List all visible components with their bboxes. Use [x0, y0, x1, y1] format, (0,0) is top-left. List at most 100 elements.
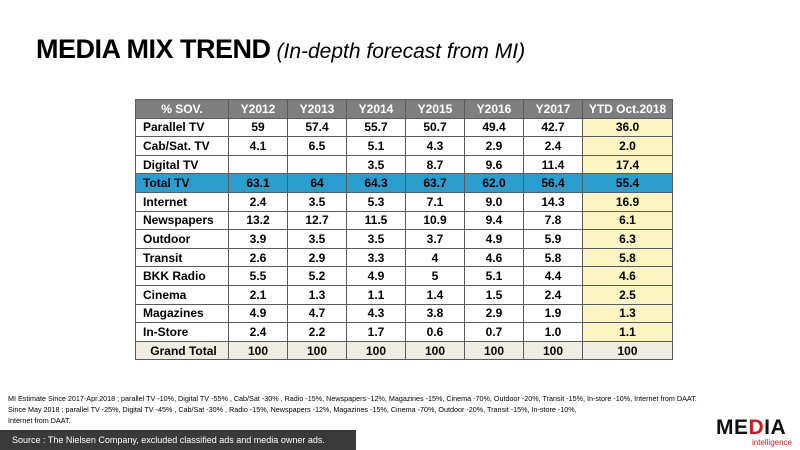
value-cell: 4.6: [582, 266, 673, 286]
value-cell: 62.0: [464, 173, 524, 193]
value-cell: 2.9: [464, 303, 524, 324]
value-cell: 7.1: [405, 191, 465, 212]
value-cell: 63.7: [405, 173, 465, 193]
header-cell: Y2013: [287, 99, 347, 119]
value-cell: 6.1: [582, 210, 673, 231]
value-cell: 10.9: [405, 210, 465, 231]
value-cell: 13.2: [228, 210, 288, 231]
value-cell: 100: [405, 340, 465, 361]
table-row: Cinema 2.1 1.3 1.1 1.4 1.5 2.4 2.5: [135, 284, 673, 305]
title-subtitle: (In-depth forecast from MI): [276, 40, 526, 63]
value-cell: 4.3: [405, 136, 465, 156]
logo-subtext: intelligence: [751, 438, 792, 447]
value-cell: 2.4: [523, 136, 583, 156]
title-main: MEDIA MIX TREND: [36, 34, 271, 64]
table-header-row: % SOV. Y2012 Y2013 Y2014 Y2015 Y2016 Y20…: [135, 99, 673, 119]
value-cell: 4.7: [287, 303, 347, 324]
value-cell: 100: [228, 340, 288, 361]
value-cell: 6.5: [287, 136, 347, 156]
header-cell: Y2012: [228, 99, 288, 119]
value-cell: 5.1: [464, 266, 524, 286]
value-cell: [287, 154, 347, 175]
value-cell: 100: [346, 340, 406, 361]
table-row: Outdoor 3.9 3.5 3.5 3.7 4.9 5.9 6.3: [135, 229, 673, 249]
value-cell: 2.0: [582, 136, 673, 156]
value-cell: 0.6: [405, 322, 465, 342]
media-intelligence-logo: MEDIA intelligence: [716, 416, 796, 450]
value-cell: 3.5: [346, 229, 406, 249]
value-cell: 4.9: [346, 266, 406, 286]
header-cell: Y2016: [464, 99, 524, 119]
value-cell: 1.1: [346, 284, 406, 305]
value-cell: 5.2: [287, 266, 347, 286]
table-row: Internet 2.4 3.5 5.3 7.1 9.0 14.3 16.9: [135, 191, 673, 212]
value-cell: 5.3: [346, 191, 406, 212]
value-cell: 4.9: [228, 303, 288, 324]
slide-title: MEDIA MIX TREND (In-depth forecast from M…: [36, 34, 525, 65]
value-cell: 3.3: [346, 247, 406, 268]
value-cell: 50.7: [405, 117, 465, 138]
value-cell: 17.4: [582, 154, 673, 175]
value-cell: 4.9: [464, 229, 524, 249]
logo-word-accent: D: [748, 416, 765, 439]
value-cell: 64: [287, 173, 347, 193]
value-cell: 1.9: [523, 303, 583, 324]
table-row: Transit 2.6 2.9 3.3 4 4.6 5.8 5.8: [135, 247, 673, 268]
value-cell: 2.4: [523, 284, 583, 305]
value-cell: 36.0: [582, 117, 673, 138]
table-row: Total TV 63.1 64 64.3 63.7 62.0 56.4 55.4: [135, 173, 673, 193]
value-cell: 49.4: [464, 117, 524, 138]
value-cell: 1.0: [523, 322, 583, 342]
header-cell: YTD Oct.2018: [582, 99, 673, 119]
header-cell: Y2015: [405, 99, 465, 119]
value-cell: 3.9: [228, 229, 288, 249]
value-cell: 55.4: [582, 173, 673, 193]
media-name-cell: Total TV: [135, 173, 229, 193]
value-cell: 16.9: [582, 191, 673, 212]
value-cell: 7.8: [523, 210, 583, 231]
value-cell: 100: [464, 340, 524, 361]
value-cell: 1.7: [346, 322, 406, 342]
media-name-cell: Cinema: [135, 284, 229, 305]
value-cell: 2.5: [582, 284, 673, 305]
value-cell: 5.8: [523, 247, 583, 268]
value-cell: 100: [582, 340, 673, 361]
media-name-cell: Newspapers: [135, 210, 229, 231]
table-row: Newspapers 13.2 12.7 11.5 10.9 9.4 7.8 6.1: [135, 210, 673, 231]
logo-wordmark: MEDIA: [716, 416, 796, 439]
media-name-cell: Digital TV: [135, 154, 229, 175]
table-row: Grand Total 100 100 100 100 100 100 100: [135, 340, 673, 361]
value-cell: [228, 154, 288, 175]
media-name-cell: Outdoor: [135, 229, 229, 249]
source-bar: Source : The Nielsen Company, excluded c…: [0, 430, 356, 450]
media-name-cell: Transit: [135, 247, 229, 268]
value-cell: 59: [228, 117, 288, 138]
logo-word-part: ME: [716, 416, 749, 439]
table-row: Magazines 4.9 4.7 4.3 3.8 2.9 1.9 1.3: [135, 303, 673, 324]
media-name-cell: BKK Radio: [135, 266, 229, 286]
header-cell: Y2017: [523, 99, 583, 119]
value-cell: 100: [523, 340, 583, 361]
value-cell: 5.1: [346, 136, 406, 156]
media-name-cell: Parallel TV: [135, 117, 229, 138]
value-cell: 5: [405, 266, 465, 286]
value-cell: 12.7: [287, 210, 347, 231]
value-cell: 3.7: [405, 229, 465, 249]
value-cell: 42.7: [523, 117, 583, 138]
header-cell: % SOV.: [135, 99, 229, 119]
value-cell: 4.4: [523, 266, 583, 286]
value-cell: 0.7: [464, 322, 524, 342]
value-cell: 9.4: [464, 210, 524, 231]
table-row: Digital TV 3.5 8.7 9.6 11.4 17.4: [135, 154, 673, 175]
value-cell: 2.1: [228, 284, 288, 305]
value-cell: 3.8: [405, 303, 465, 324]
media-name-cell: Grand Total: [135, 340, 229, 361]
value-cell: 4: [405, 247, 465, 268]
header-cell: Y2014: [346, 99, 406, 119]
value-cell: 63.1: [228, 173, 288, 193]
value-cell: 11.4: [523, 154, 583, 175]
value-cell: 4.3: [346, 303, 406, 324]
media-name-cell: Cab/Sat. TV: [135, 136, 229, 156]
value-cell: 1.1: [582, 322, 673, 342]
value-cell: 5.9: [523, 229, 583, 249]
